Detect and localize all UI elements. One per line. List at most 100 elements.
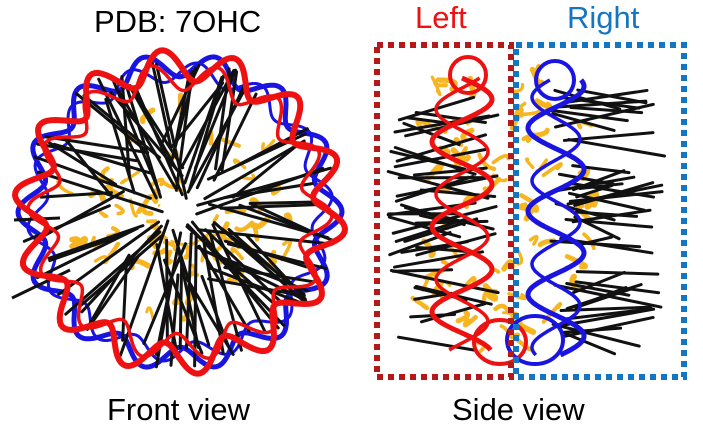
structure-title: PDB: 7OHC (94, 4, 262, 39)
bond-line (566, 183, 664, 206)
left-helix-end (448, 55, 488, 95)
bond-line (563, 307, 654, 321)
bond-line (394, 175, 475, 203)
right-dashed-box (513, 42, 687, 380)
protein-ribbon (517, 321, 537, 335)
protein-ribbon (140, 194, 154, 216)
bond-line (574, 280, 661, 295)
front-bond-lines (11, 58, 338, 369)
right-helix-end (534, 59, 576, 101)
right-helix-strand (530, 78, 582, 357)
bond-line (557, 172, 615, 186)
bond-line (109, 91, 184, 178)
bond-line (82, 94, 162, 160)
protein-ribbon (464, 276, 477, 287)
bond-line (195, 166, 325, 216)
protein-ribbon (460, 127, 475, 143)
bond-line (391, 205, 498, 235)
bond-line (576, 88, 648, 105)
protein-ribbon (534, 98, 553, 110)
bond-line (574, 210, 639, 218)
bond-line (567, 191, 646, 212)
protein-ribbon (230, 247, 244, 261)
side-view-structure (386, 55, 667, 366)
bond-line (413, 291, 453, 301)
bond-line (188, 74, 226, 190)
bond-line (196, 228, 334, 246)
protein-ribbon (541, 162, 563, 178)
bond-line (567, 138, 667, 158)
bond-line (208, 266, 308, 307)
front-dna-red-strand (11, 47, 349, 377)
bond-line (185, 232, 193, 350)
protein-ribbon (69, 236, 81, 250)
protein-ribbon (430, 75, 442, 97)
blue-strand-path (15, 54, 345, 370)
front-view-caption: Front view (107, 392, 250, 427)
protein-ribbon (585, 190, 600, 208)
bond-line (203, 139, 306, 201)
bond-line (555, 99, 648, 109)
bond-line (393, 145, 477, 176)
protein-ribbon (482, 283, 499, 302)
protein-ribbon (120, 170, 140, 185)
bond-line (211, 223, 267, 333)
bond-line (104, 97, 136, 195)
protein-ribbon (517, 202, 528, 211)
bond-line (36, 142, 138, 163)
front-view-structure (11, 47, 349, 377)
protein-ribbon (114, 203, 125, 216)
bond-line (248, 200, 317, 205)
protein-ribbon (462, 314, 478, 328)
side-right-helix (505, 59, 587, 366)
left-dashed-box (374, 42, 514, 380)
right-helix-strand (525, 78, 587, 358)
protein-ribbon (584, 200, 595, 210)
bond-line (223, 182, 314, 200)
bond-line (551, 322, 641, 348)
left-helix-end (472, 318, 528, 366)
bond-line (195, 82, 247, 190)
protein-ribbon (234, 220, 255, 233)
right-helix-end (505, 314, 565, 366)
protein-ribbon (528, 234, 539, 246)
protein-ribbon (455, 310, 471, 324)
protein-ribbon (493, 303, 512, 315)
side-view-caption: Side view (452, 392, 585, 427)
bond-line (231, 142, 301, 199)
bond-line (133, 85, 184, 197)
bond-line (48, 232, 128, 263)
bond-line (171, 228, 211, 347)
bond-line (562, 331, 617, 356)
bond-line (238, 203, 338, 243)
bond-line (117, 89, 178, 190)
protein-ribbon (582, 232, 596, 251)
bond-line (154, 282, 173, 369)
bond-line (402, 121, 461, 147)
bond-line (207, 251, 310, 293)
protein-ribbon (564, 254, 588, 270)
bond-line (169, 81, 225, 150)
bond-line (574, 286, 628, 309)
protein-ribbon (98, 210, 109, 219)
bond-line (389, 269, 500, 295)
protein-ribbon (150, 188, 159, 204)
bond-line (553, 283, 663, 309)
bond-line (219, 203, 320, 210)
bond-line (393, 148, 487, 169)
protein-ribbon (531, 127, 550, 138)
bond-line (155, 243, 180, 361)
bond-line (386, 170, 490, 200)
left-label: Left (415, 0, 467, 35)
protein-ribbon (280, 239, 293, 262)
bond-line (183, 75, 224, 185)
bond-line (150, 58, 173, 150)
bond-line (548, 108, 629, 123)
bond-line (569, 105, 644, 115)
bond-line (559, 305, 652, 313)
protein-ribbon (477, 152, 497, 171)
bond-line (563, 315, 655, 338)
bond-line (575, 270, 660, 276)
protein-ribbon (240, 173, 256, 181)
